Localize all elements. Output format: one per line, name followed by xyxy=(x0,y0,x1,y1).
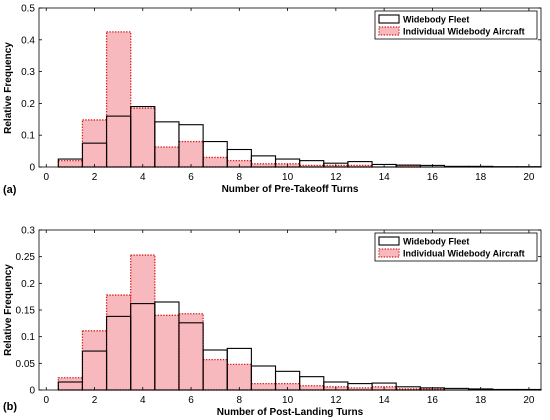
bar-individual-b xyxy=(154,314,180,391)
x-tick-label-b: 18 xyxy=(475,395,487,406)
bar-individual-b xyxy=(130,254,156,391)
bar-individual-a xyxy=(178,140,204,168)
x-tick-label-b: 12 xyxy=(330,395,342,406)
bar-individual-a xyxy=(154,146,180,168)
x-tick-label-a: 4 xyxy=(140,172,146,183)
legend-b: Widebody Fleet Individual Widebody Aircra… xyxy=(374,232,538,262)
y-tick-label-b: 0.25 xyxy=(16,252,36,263)
x-tick-label-a: 18 xyxy=(475,172,487,183)
x-tick-label-a: 8 xyxy=(237,172,243,183)
panel-a: 0 2 4 6 8 10 12 14 16 18 20 0 0.1 0.2 0.3 0.4 0.5 Numbe… xyxy=(3,4,542,196)
x-ticks-a: 0 2 4 6 8 10 12 14 16 18 20 xyxy=(43,8,535,183)
y-tick-label-b: 0.2 xyxy=(21,279,35,290)
x-tick-label-b: 20 xyxy=(523,395,535,406)
legend-box-b xyxy=(374,232,538,262)
axes-box-b xyxy=(38,229,542,391)
y-tick-label-b: 0.15 xyxy=(16,306,36,317)
x-tick-label-b: 14 xyxy=(379,395,391,406)
x-tick-label-b: 0 xyxy=(43,395,49,406)
y-tick-label-a: 0.2 xyxy=(21,99,35,110)
bar-individual-b xyxy=(178,313,204,391)
x-tick-label-a: 2 xyxy=(92,172,98,183)
bar-individual-a xyxy=(57,159,84,168)
legend-box-a xyxy=(374,10,538,40)
x-tick-label-a: 12 xyxy=(330,172,342,183)
panel-label-b: (b) xyxy=(3,401,17,413)
legend-label-fleet-b: Widebody Fleet xyxy=(403,237,469,247)
x-tick-label-b: 8 xyxy=(237,395,243,406)
bar-individual-a xyxy=(130,107,156,168)
y-tick-label-a: 0.1 xyxy=(21,131,35,142)
y-tick-label-b: 0.05 xyxy=(16,359,36,370)
bar-individual-b xyxy=(202,358,228,391)
axes-a xyxy=(38,7,542,168)
y-tick-label-b: 0.1 xyxy=(21,332,35,343)
legend-swatch-individual-b xyxy=(378,248,400,258)
panel-b: 0 2 4 6 8 10 12 14 16 18 20 0 0.05 0.1 0.15 0.2 0.25 0.3… xyxy=(3,226,542,418)
legend-label-individual-a: Individual Widebody Aircraft xyxy=(403,27,525,37)
x-tick-label-b: 16 xyxy=(427,395,439,406)
legend-label-fleet-a: Widebody Fleet xyxy=(403,15,469,25)
y-tick-label-a: 0.4 xyxy=(21,35,35,46)
x-ticks-b: 0 2 4 6 8 10 12 14 16 18 20 xyxy=(43,230,535,406)
x-tick-label-a: 6 xyxy=(188,172,194,183)
legend-swatch-fleet-b xyxy=(378,236,400,246)
x-tick-label-a: 10 xyxy=(282,172,294,183)
y-tick-label-b: 0.3 xyxy=(21,226,35,237)
x-tick-label-a: 0 xyxy=(43,172,49,183)
x-tick-label-a: 14 xyxy=(379,172,391,183)
y-axis-label-a: Relative Frequency xyxy=(3,42,14,134)
y-tick-label-a: 0.5 xyxy=(21,4,35,15)
x-tick-label-b: 6 xyxy=(188,395,194,406)
axes-b xyxy=(38,229,542,391)
bar-individual-a xyxy=(202,156,228,168)
y-axis-label-b: Relative Frequency xyxy=(3,264,14,356)
legend-a: Widebody Fleet Individual Widebody Aircra… xyxy=(374,10,538,40)
legend-label-individual-b: Individual Widebody Aircraft xyxy=(403,249,525,259)
x-tick-label-b: 10 xyxy=(282,395,294,406)
x-tick-label-a: 20 xyxy=(523,172,535,183)
bar-individual-b xyxy=(250,382,277,391)
panel-label-a: (a) xyxy=(3,184,17,196)
bar-individual-b xyxy=(105,294,132,391)
bar-individual-b xyxy=(57,377,84,391)
bar-individual-b xyxy=(299,385,325,391)
x-tick-label-a: 16 xyxy=(427,172,439,183)
axes-box-a xyxy=(38,7,542,168)
legend-swatch-fleet-a xyxy=(378,14,400,24)
x-axis-label-a: Number of Pre-Takeoff Turns xyxy=(222,184,359,195)
bar-individual-a xyxy=(105,31,132,168)
legend-swatch-individual-a xyxy=(378,26,400,36)
y-tick-label-b: 0 xyxy=(29,386,35,397)
y-tick-label-a: 0 xyxy=(29,163,35,174)
x-axis-label-b: Number of Post-Landing Turns xyxy=(217,407,364,418)
bar-individual-b xyxy=(81,330,108,391)
bar-individual-b xyxy=(226,363,253,391)
x-tick-label-b: 4 xyxy=(140,395,146,406)
y-tick-label-a: 0.3 xyxy=(21,67,35,78)
x-tick-label-b: 2 xyxy=(92,395,98,406)
